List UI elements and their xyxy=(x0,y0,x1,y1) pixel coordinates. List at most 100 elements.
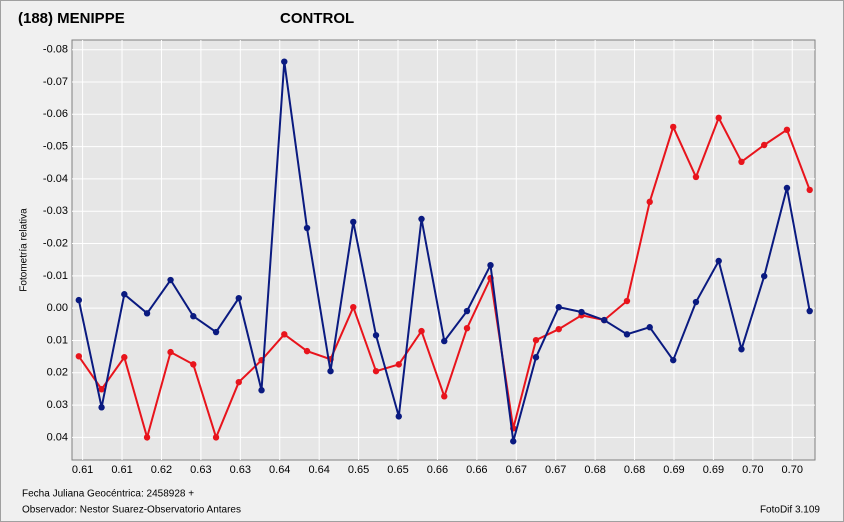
data-point xyxy=(555,325,562,333)
data-point xyxy=(121,354,128,361)
data-point xyxy=(190,361,197,368)
data-point xyxy=(212,328,220,336)
data-point xyxy=(463,307,471,315)
data-point xyxy=(783,184,791,192)
data-point xyxy=(143,310,151,317)
data-point xyxy=(441,337,448,345)
data-point xyxy=(98,404,105,411)
data-point xyxy=(75,296,83,304)
x-tick-label: 0.66 xyxy=(427,464,448,476)
data-point xyxy=(258,387,265,394)
x-tick-label: 0.63 xyxy=(230,464,251,476)
y-tick-label: -0.07 xyxy=(43,76,68,88)
data-point xyxy=(670,123,677,131)
data-point xyxy=(463,324,471,332)
legend-entry: (188) MENIPPE xyxy=(18,10,125,27)
data-point xyxy=(303,224,311,232)
data-point xyxy=(235,294,242,302)
x-tick-label: 0.69 xyxy=(703,464,724,476)
data-point xyxy=(715,257,722,265)
y-tick-label: 0.00 xyxy=(47,302,68,314)
data-point xyxy=(646,198,653,206)
data-point xyxy=(715,114,722,122)
data-point xyxy=(121,291,128,298)
data-point xyxy=(441,393,448,400)
plot-area xyxy=(71,39,816,461)
footer: Fecha Juliana Geocéntrica: 2458928 + xyxy=(22,489,194,500)
x-tick-label: 0.62 xyxy=(151,464,172,476)
x-tick-label: 0.68 xyxy=(584,464,605,476)
data-point xyxy=(350,303,357,311)
data-point xyxy=(350,218,357,226)
data-point xyxy=(692,298,700,306)
y-tick-label: -0.02 xyxy=(43,237,68,249)
x-tick-label: 0.64 xyxy=(308,464,329,476)
data-point xyxy=(190,313,197,320)
data-point xyxy=(532,354,540,361)
data-point xyxy=(418,215,425,223)
x-tick-label: 0.67 xyxy=(545,464,566,476)
x-tick-label: 0.70 xyxy=(782,464,803,476)
data-point xyxy=(143,434,151,441)
data-point xyxy=(670,356,677,364)
data-point xyxy=(212,434,220,441)
data-point xyxy=(738,158,745,165)
data-point xyxy=(806,307,813,315)
y-tick-label: -0.01 xyxy=(43,270,68,282)
x-tick-label: 0.66 xyxy=(466,464,487,476)
x-tick-label: 0.69 xyxy=(663,464,684,476)
y-tick-label: 0.01 xyxy=(47,334,68,346)
data-point xyxy=(532,336,540,344)
x-tick-label: 0.68 xyxy=(624,464,645,476)
data-point xyxy=(510,438,517,445)
y-tick-label: 0.02 xyxy=(47,367,68,379)
x-tick-label: 0.65 xyxy=(387,464,408,476)
data-point xyxy=(646,324,653,331)
footer: Observador: Nestor Suarez-Observatorio A… xyxy=(22,505,241,516)
y-tick-label: -0.08 xyxy=(43,44,68,56)
y-tick-label: -0.06 xyxy=(43,108,68,120)
data-point xyxy=(601,316,608,324)
data-point xyxy=(235,378,242,386)
x-tick-label: 0.63 xyxy=(190,464,211,476)
data-point xyxy=(623,331,631,338)
x-tick-label: 0.67 xyxy=(506,464,527,476)
data-point xyxy=(281,58,288,65)
data-point xyxy=(761,141,768,149)
y-tick-label: -0.05 xyxy=(43,141,68,153)
data-point xyxy=(395,413,402,420)
data-point xyxy=(623,297,631,305)
data-point xyxy=(395,361,402,368)
data-point xyxy=(761,272,768,280)
data-point xyxy=(98,386,105,393)
data-point xyxy=(487,261,494,269)
data-point xyxy=(75,353,83,360)
data-point xyxy=(738,345,745,353)
x-tick-label: 0.61 xyxy=(111,464,132,476)
y-tick-label: 0.04 xyxy=(47,431,68,443)
data-point xyxy=(372,332,380,339)
y-axis-label: Fotometría relativa xyxy=(19,208,30,292)
x-tick-label: 0.70 xyxy=(742,464,763,476)
data-point xyxy=(418,327,425,335)
data-point xyxy=(692,173,700,181)
data-point xyxy=(555,303,562,311)
data-point xyxy=(281,331,288,338)
footer: FotoDif 3.109 xyxy=(760,505,820,516)
data-point xyxy=(806,186,813,194)
data-point xyxy=(372,367,380,375)
legend-entry: CONTROL xyxy=(280,10,354,27)
data-point xyxy=(327,367,334,375)
x-tick-label: 0.65 xyxy=(348,464,369,476)
data-point xyxy=(167,348,174,356)
data-point xyxy=(578,308,585,316)
data-point xyxy=(783,126,791,134)
y-tick-label: -0.04 xyxy=(43,173,68,185)
y-tick-label: -0.03 xyxy=(43,205,68,217)
x-tick-label: 0.64 xyxy=(269,464,290,476)
y-tick-label: 0.03 xyxy=(47,399,68,411)
x-tick-label: 0.61 xyxy=(72,464,93,476)
data-point xyxy=(167,276,174,284)
data-point xyxy=(303,347,311,355)
